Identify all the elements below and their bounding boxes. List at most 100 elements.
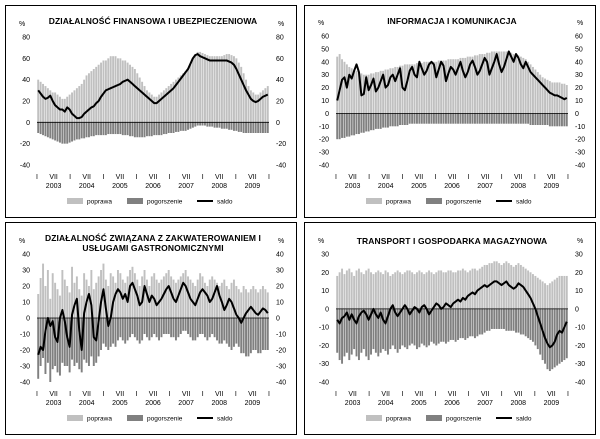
bar-poprawa bbox=[112, 56, 115, 123]
bar-poprawa bbox=[235, 286, 238, 318]
bar-pogorszenie bbox=[182, 318, 185, 331]
bar-pogorszenie bbox=[493, 113, 496, 124]
bar-poprawa bbox=[213, 56, 216, 123]
bar-pogorszenie bbox=[558, 113, 561, 127]
y-tick-right: -30 bbox=[575, 150, 585, 157]
bar-poprawa bbox=[259, 92, 262, 123]
bar-poprawa bbox=[51, 92, 54, 123]
x-year-label: 2006 bbox=[444, 400, 460, 407]
bar-pogorszenie bbox=[63, 122, 66, 144]
x-tick-label: VII bbox=[82, 174, 91, 181]
bar-pogorszenie bbox=[232, 122, 235, 131]
bar-poprawa bbox=[505, 261, 508, 309]
bar-poprawa bbox=[261, 90, 264, 123]
bar-poprawa bbox=[92, 69, 95, 123]
bar-poprawa bbox=[126, 62, 129, 123]
bar-poprawa bbox=[382, 274, 385, 309]
bar-poprawa bbox=[119, 273, 122, 318]
y-tick-left: -20 bbox=[319, 343, 329, 350]
bar-poprawa bbox=[529, 272, 532, 309]
bar-poprawa bbox=[78, 289, 81, 318]
y-tick-left: 10 bbox=[321, 288, 329, 295]
bar-pogorszenie bbox=[150, 318, 153, 338]
bar-poprawa bbox=[95, 66, 98, 123]
y-unit-left: % bbox=[318, 238, 324, 245]
bar-poprawa bbox=[541, 77, 544, 114]
bar-pogorszenie bbox=[495, 113, 498, 124]
bar-poprawa bbox=[510, 52, 513, 114]
bar-poprawa bbox=[165, 273, 168, 318]
bar-pogorszenie bbox=[541, 113, 544, 126]
bar-pogorszenie bbox=[461, 308, 464, 339]
bar-pogorszenie bbox=[343, 113, 346, 138]
bar-pogorszenie bbox=[486, 113, 488, 124]
bar-pogorszenie bbox=[500, 308, 503, 329]
bar-pogorszenie bbox=[430, 308, 433, 342]
bar-pogorszenie bbox=[510, 308, 513, 331]
bar-poprawa bbox=[78, 86, 81, 123]
bar-poprawa bbox=[61, 270, 64, 318]
bar-poprawa bbox=[357, 72, 360, 114]
chart-title: TRANSPORT I GOSPODARKA MAGAZYNOWA bbox=[356, 236, 548, 246]
chart-svg: % % -40 -40 -30 -30 -20 -20 -10 -10 0 0 10 10 20 20 30 30… bbox=[318, 238, 585, 423]
chart-frame bbox=[304, 5, 596, 218]
bar-pogorszenie bbox=[119, 318, 122, 338]
bar-pogorszenie bbox=[230, 122, 233, 130]
bar-poprawa bbox=[187, 69, 189, 123]
bar-poprawa bbox=[447, 270, 450, 309]
bar-pogorszenie bbox=[80, 122, 83, 139]
bar-pogorszenie bbox=[348, 113, 351, 137]
x-tick-label: VII bbox=[116, 391, 125, 398]
bar-pogorszenie bbox=[401, 308, 404, 346]
bar-pogorszenie bbox=[155, 318, 158, 338]
bar-pogorszenie bbox=[507, 113, 510, 124]
bar-poprawa bbox=[37, 294, 40, 318]
x-year-label: 2004 bbox=[79, 183, 95, 190]
bar-pogorszenie bbox=[558, 308, 561, 364]
bar-pogorszenie bbox=[143, 122, 146, 138]
bar-poprawa bbox=[249, 90, 252, 123]
y-unit-left: % bbox=[19, 21, 25, 28]
bar-poprawa bbox=[408, 270, 411, 309]
bar-pogorszenie bbox=[473, 113, 476, 124]
y-tick-right: 50 bbox=[575, 46, 583, 53]
y-tick-left: -10 bbox=[319, 325, 329, 332]
bar-pogorszenie bbox=[51, 318, 54, 370]
bar-pogorszenie bbox=[536, 113, 539, 126]
bar-pogorszenie bbox=[553, 113, 556, 127]
bar-poprawa bbox=[194, 286, 197, 318]
bar-poprawa bbox=[389, 275, 392, 309]
x-tick-label: VII bbox=[448, 174, 457, 181]
bar-poprawa bbox=[194, 54, 197, 123]
bar-pogorszenie bbox=[437, 113, 440, 124]
bar-poprawa bbox=[252, 286, 255, 318]
bar-poprawa bbox=[90, 270, 93, 318]
bar-pogorszenie bbox=[345, 308, 348, 353]
bar-poprawa bbox=[184, 270, 187, 318]
bar-poprawa bbox=[360, 272, 363, 309]
bar-pogorszenie bbox=[225, 318, 228, 344]
bar-poprawa bbox=[435, 272, 438, 309]
bar-poprawa bbox=[92, 289, 95, 318]
bar-poprawa bbox=[155, 96, 158, 123]
x-tick-label: I bbox=[69, 174, 71, 181]
bar-pogorszenie bbox=[56, 318, 59, 373]
bar-pogorszenie bbox=[437, 308, 440, 344]
bar-poprawa bbox=[408, 64, 411, 114]
bar-poprawa bbox=[478, 54, 481, 114]
bar-poprawa bbox=[136, 73, 139, 123]
bar-pogorszenie bbox=[413, 308, 416, 346]
y-tick-left: 10 bbox=[22, 300, 30, 307]
bar-poprawa bbox=[432, 274, 435, 309]
bar-poprawa bbox=[145, 279, 148, 318]
legend-swatch-poprawa bbox=[366, 198, 382, 204]
bar-pogorszenie bbox=[452, 308, 455, 340]
bar-pogorszenie bbox=[109, 318, 112, 347]
bar-pogorszenie bbox=[83, 318, 86, 360]
x-tick-label: VII bbox=[348, 174, 357, 181]
bar-poprawa bbox=[225, 54, 228, 123]
x-tick-label: VII bbox=[514, 391, 523, 398]
bar-poprawa bbox=[449, 270, 452, 309]
bar-pogorszenie bbox=[143, 318, 146, 334]
bar-pogorszenie bbox=[435, 308, 438, 346]
